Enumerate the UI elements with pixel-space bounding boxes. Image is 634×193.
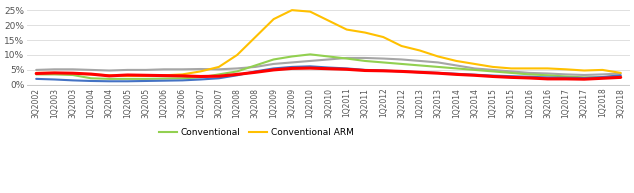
Legend: Conventional, Conventional ARM: Conventional, Conventional ARM: [155, 125, 358, 141]
